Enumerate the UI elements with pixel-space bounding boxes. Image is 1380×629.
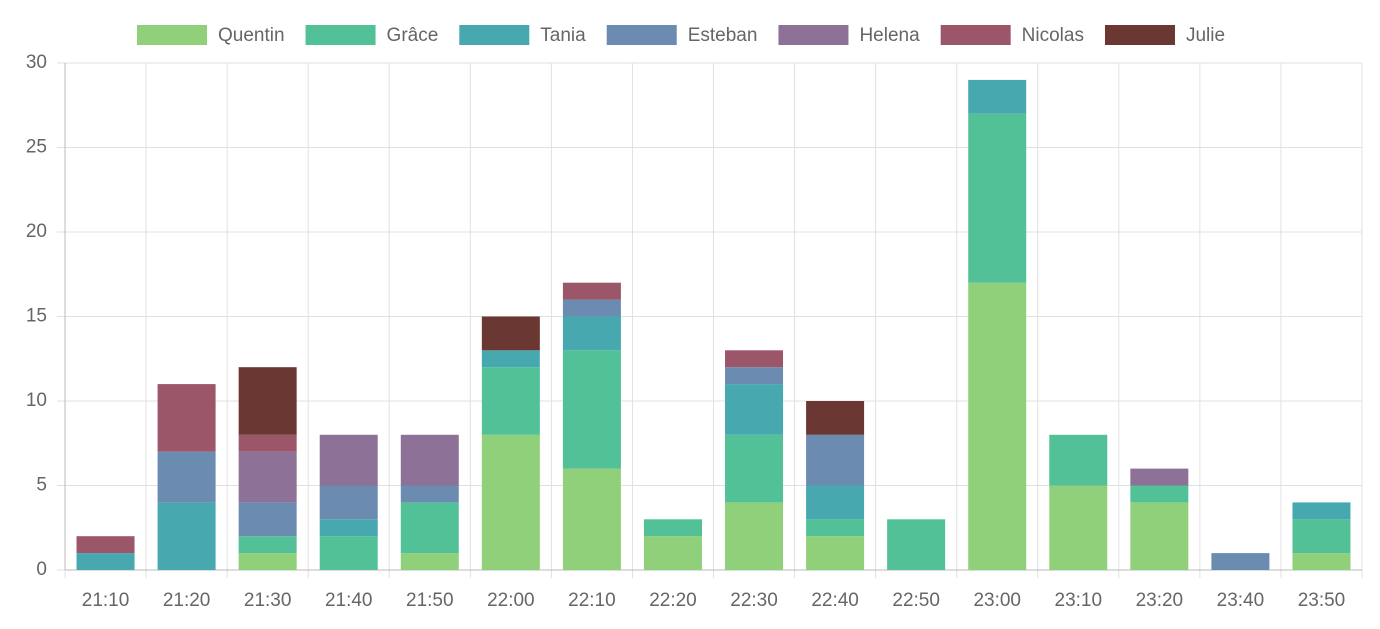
x-tick-label: 22:20 — [649, 590, 697, 611]
bar-segment — [887, 519, 946, 570]
bar-segment — [562, 468, 621, 570]
bar-segment — [806, 485, 865, 520]
y-tick-label: 20 — [26, 221, 47, 242]
bar-segment — [481, 316, 540, 351]
bar-segment — [1292, 502, 1351, 520]
x-tick-label: 23:00 — [973, 590, 1021, 611]
bar-segment — [481, 367, 540, 435]
bar-segment — [400, 553, 459, 570]
legend-label: Quentin — [218, 25, 285, 46]
legend-swatch — [606, 25, 677, 45]
bar-segment — [76, 553, 135, 570]
bar-segment — [400, 502, 459, 554]
bar-segment — [400, 485, 459, 503]
bar-segment — [76, 536, 135, 554]
x-tick-label: 23:20 — [1136, 590, 1184, 611]
x-tick-label: 22:00 — [487, 590, 535, 611]
x-tick-label: 21:50 — [406, 590, 454, 611]
x-tick-label: 22:10 — [568, 590, 616, 611]
legend-swatch — [459, 25, 530, 45]
x-tick-label: 21:30 — [244, 590, 292, 611]
bar-segment — [238, 367, 297, 435]
bar-segment — [806, 519, 865, 537]
legend-swatch — [1104, 25, 1175, 45]
bar-segment — [1049, 434, 1108, 486]
bar-segment — [481, 350, 540, 368]
bar-segment — [481, 434, 540, 570]
bar-segment — [562, 350, 621, 469]
bar-segment — [806, 401, 865, 435]
bar-segment — [1130, 485, 1189, 503]
bar-segment — [725, 502, 784, 570]
bar-segment — [968, 113, 1027, 283]
legend-swatch — [137, 25, 207, 45]
bar-segment — [725, 384, 784, 435]
x-tick-label: 21:20 — [163, 590, 211, 611]
bar-segment — [643, 536, 702, 570]
bar-segment — [157, 451, 216, 503]
bar-segment — [157, 502, 216, 570]
x-tick-label: 23:50 — [1298, 590, 1346, 611]
bar-segment — [157, 384, 216, 452]
legend-label: Grâce — [387, 25, 439, 46]
bar-segment — [806, 434, 865, 486]
bar-segment — [319, 519, 378, 537]
bar-segment — [562, 282, 621, 300]
bar-segment — [968, 282, 1027, 570]
legend-label: Esteban — [688, 25, 758, 46]
x-tick-label: 21:10 — [82, 590, 130, 611]
y-tick-label: 10 — [26, 390, 47, 411]
bar-segment — [319, 536, 378, 570]
x-tick-label: 23:10 — [1055, 590, 1103, 611]
x-tick-label: 21:40 — [325, 590, 373, 611]
legend-swatch — [940, 25, 1011, 45]
bar-segment — [1292, 553, 1351, 570]
x-tick-label: 23:40 — [1217, 590, 1265, 611]
bar-segment — [1049, 485, 1108, 570]
bar-segment — [238, 434, 297, 452]
x-tick-label: 22:40 — [811, 590, 859, 611]
bar-segment — [725, 434, 784, 503]
y-tick-label: 5 — [36, 475, 47, 496]
legend-label: Julie — [1186, 25, 1225, 46]
bar-segment — [1130, 502, 1189, 570]
bar-segment — [725, 367, 784, 385]
legend-swatch — [305, 25, 376, 45]
legend-label: Nicolas — [1022, 25, 1084, 46]
y-tick-label: 30 — [26, 52, 47, 73]
bar-segment — [562, 316, 621, 351]
bar-segment — [643, 519, 702, 537]
x-tick-label: 22:30 — [730, 590, 778, 611]
bar-segment — [238, 536, 297, 554]
bar-segment — [238, 451, 297, 503]
bar-segment — [725, 350, 784, 368]
y-tick-label: 0 — [36, 559, 47, 580]
bar-segment — [1211, 553, 1270, 570]
bar-segment — [319, 485, 378, 520]
bar-segment — [238, 553, 297, 570]
bar-segment — [1292, 519, 1351, 554]
legend-label: Tania — [540, 25, 586, 46]
bar-segment — [562, 299, 621, 317]
bar-segment — [238, 502, 297, 537]
x-tick-label: 22:50 — [892, 590, 940, 611]
bar-segment — [319, 434, 378, 486]
legend-label: Helena — [859, 25, 920, 46]
bar-segment — [1130, 468, 1189, 486]
bar-segment — [806, 536, 865, 570]
y-tick-label: 15 — [26, 306, 47, 327]
bar-segment — [400, 434, 459, 486]
bar-segment — [968, 79, 1027, 114]
legend-swatch — [778, 25, 849, 45]
y-tick-label: 25 — [26, 137, 47, 158]
